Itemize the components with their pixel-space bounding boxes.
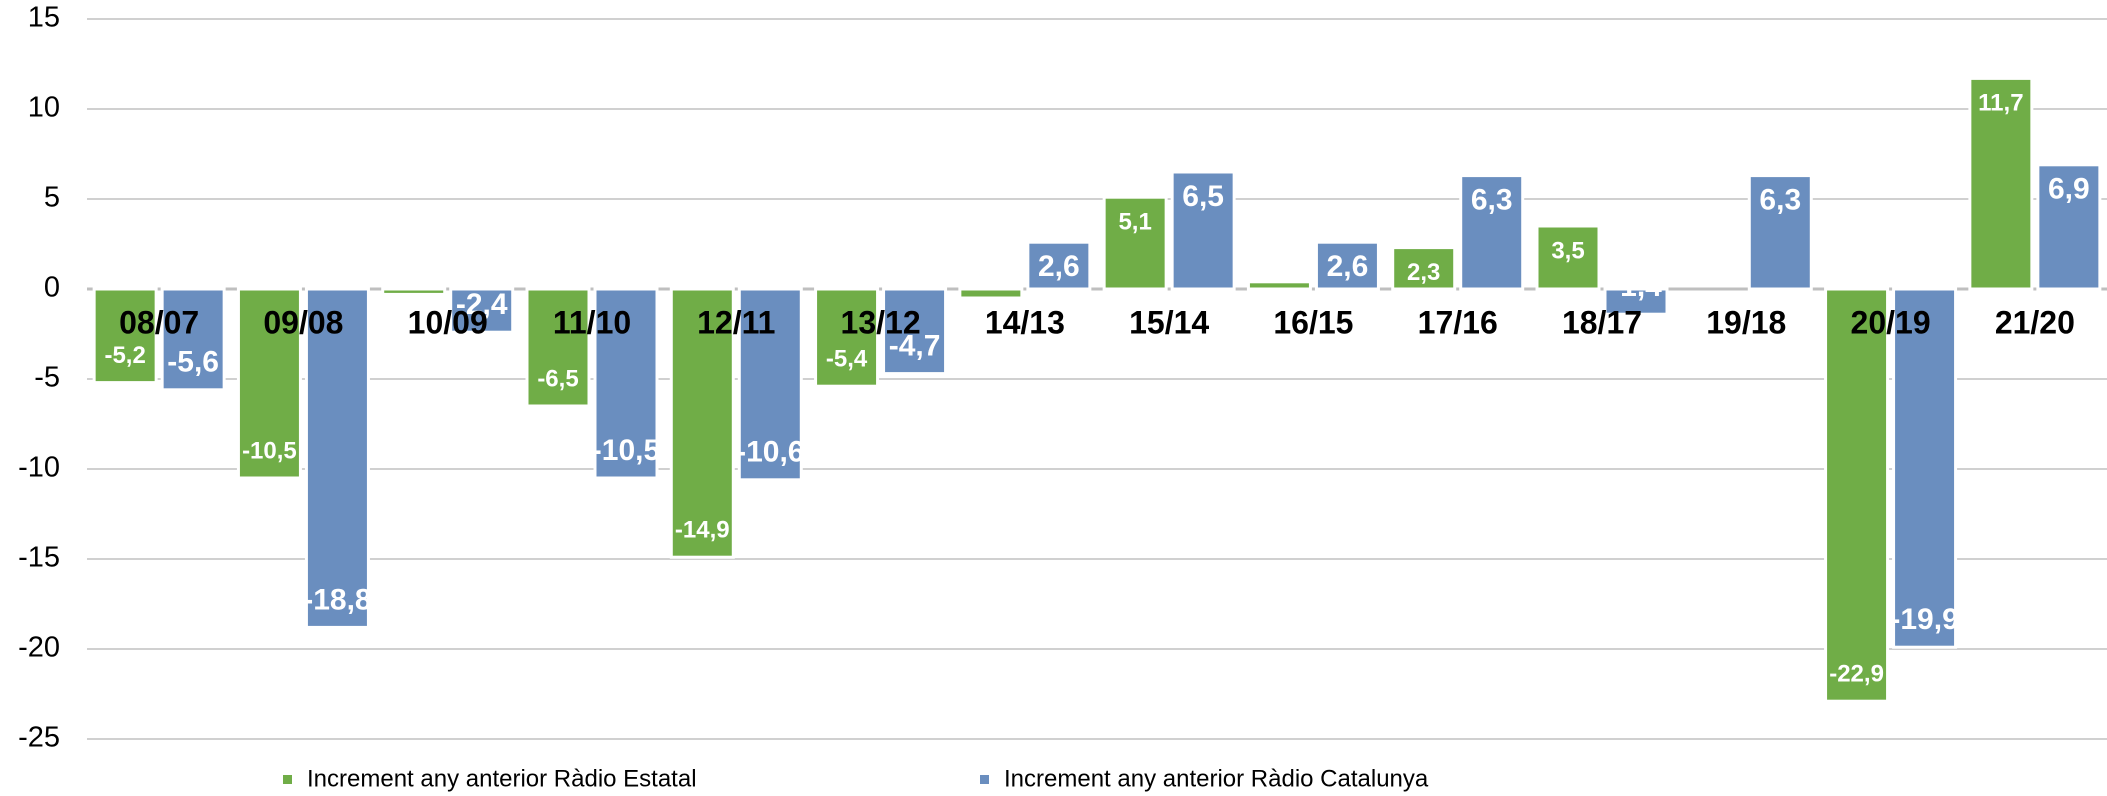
bar [669,287,735,559]
bar [525,287,591,408]
x-tick-label: 08/07 [119,304,199,340]
data-label: 2,3 [1407,259,1440,286]
data-label: -1,4 [1610,270,1662,303]
bar [1535,224,1601,291]
y-tick-label: 0 [44,272,60,304]
x-tick-label: 14/13 [985,304,1065,340]
data-label: 6,5 [1182,180,1224,213]
bar [160,287,226,392]
data-label: -10,5 [242,437,297,464]
bar [1459,174,1525,291]
bar [593,287,659,480]
bar [814,287,880,388]
bar [1246,280,1312,291]
data-label: 11,7 [1978,90,2023,117]
y-tick-label: -5 [34,362,60,394]
data-label: -19,9 [1890,603,1958,636]
bar [236,287,302,480]
x-tick-label: 10/09 [408,304,488,340]
y-tick-label: -15 [18,542,60,574]
x-tick-label: 12/11 [697,304,775,340]
data-label: 2,6 [1327,250,1369,283]
data-label: 5,1 [1118,209,1151,236]
data-label: -10,6 [736,436,804,469]
data-label: -18,8 [303,583,371,616]
data-label: 2,6 [1038,250,1080,283]
bar [381,287,447,296]
x-tick-label: 15/14 [1129,304,1209,340]
bar [1102,195,1168,291]
data-label: 6,3 [1759,184,1801,217]
bar [1747,174,1813,291]
legend-marker [980,775,989,784]
y-tick-label: -25 [18,722,60,754]
data-label: -0,3 [393,254,434,281]
y-tick-label: 15 [28,2,60,34]
x-tick-label: 20/19 [1851,304,1931,340]
bar [958,287,1024,300]
data-label: -6,5 [537,365,578,392]
legend-marker [283,775,292,784]
legend-label: Increment any anterior Ràdio Catalunya [1004,765,1429,792]
x-tick-label: 13/12 [841,304,921,340]
bar [304,287,370,629]
x-tick-label: 16/15 [1273,304,1353,340]
bar [1026,240,1092,291]
bar [1968,76,2034,291]
data-label: -5,4 [826,346,868,373]
y-tick-label: 5 [44,182,60,214]
bar [1892,287,1958,649]
bar [1391,246,1457,291]
y-tick-label: -10 [18,452,60,484]
x-tick-label: 21/20 [1995,304,2075,340]
bar [1824,287,1890,703]
data-label: -5,2 [104,342,145,369]
y-tick-label: -20 [18,632,60,664]
x-tick-label: 11/10 [553,304,631,340]
bar [1314,240,1380,291]
bar [1170,170,1236,291]
x-tick-label: 17/16 [1418,304,1498,340]
data-label: -4,7 [889,330,941,363]
legend-label: Increment any anterior Ràdio Estatal [307,765,697,792]
data-label: 3,5 [1551,237,1584,264]
x-tick-label: 19/18 [1706,304,1786,340]
bar [882,287,948,376]
bar [449,287,515,334]
data-label: 6,9 [2048,173,2090,206]
data-label: -10,5 [592,434,660,467]
data-label: -14,9 [675,517,730,544]
x-tick-label: 18/17 [1562,304,1642,340]
bar [1603,287,1669,316]
x-tick-label: 09/08 [263,304,343,340]
data-label: -2,4 [456,288,508,321]
data-label: -22,9 [1829,661,1884,688]
bar [737,287,803,482]
data-label: -5,6 [167,346,219,379]
bar [2036,163,2102,291]
y-tick-label: 10 [28,92,60,124]
bar [92,287,158,385]
data-label: 6,3 [1471,184,1513,217]
